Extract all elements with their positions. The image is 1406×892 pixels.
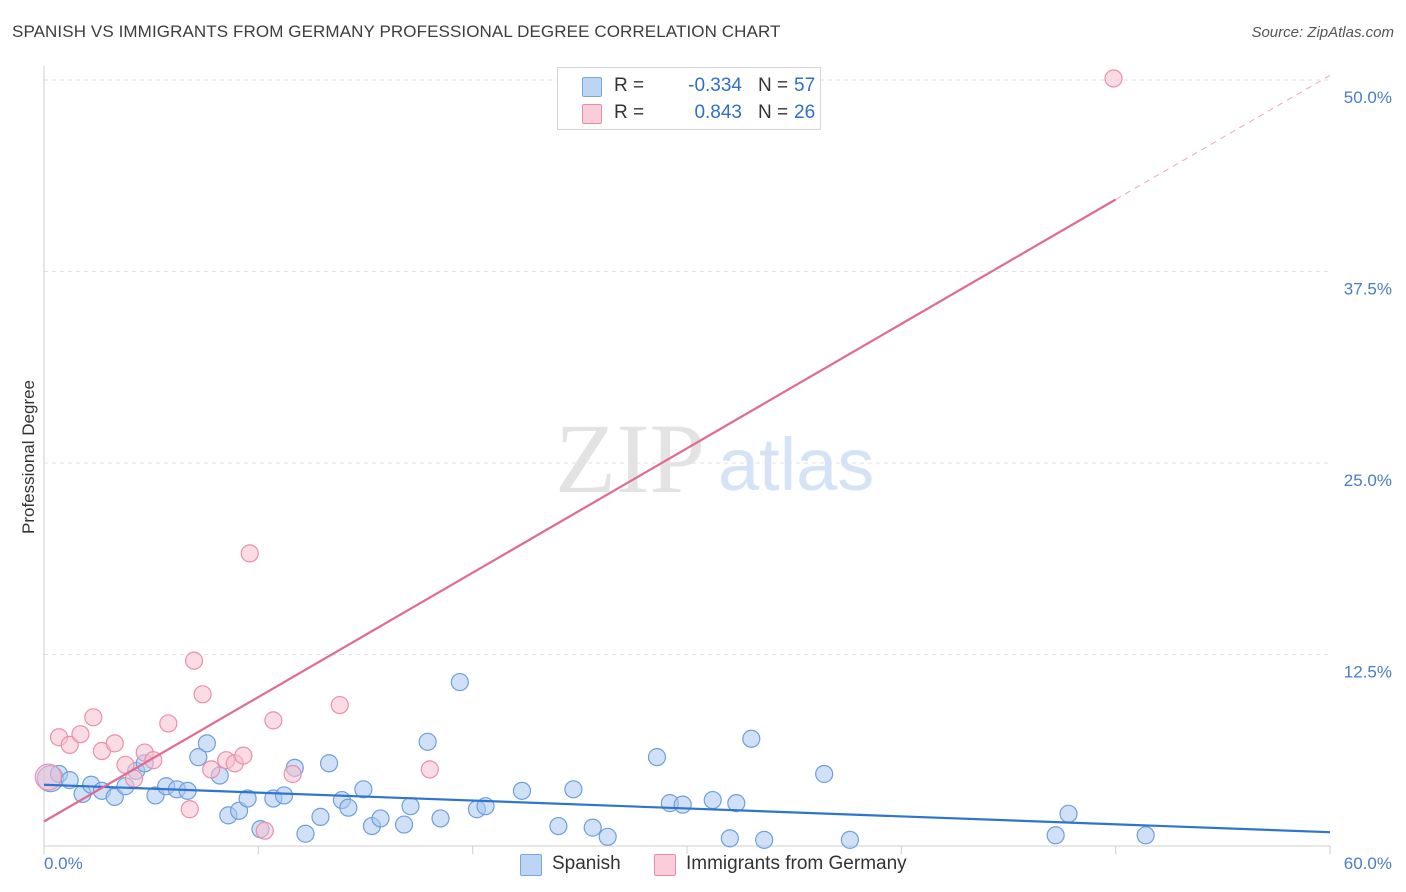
point-spanish <box>1136 826 1155 845</box>
point-spanish <box>647 748 667 767</box>
trend-line-germany <box>43 198 1117 823</box>
series-swatch-spanish <box>520 854 542 876</box>
trend-lines <box>43 74 1331 834</box>
point-spanish <box>238 789 257 808</box>
point-germany <box>71 725 90 744</box>
point-spanish <box>703 790 722 810</box>
point-spanish <box>815 764 834 784</box>
legend-r-value: -0.334 <box>688 75 742 96</box>
correlation-legend: R = -0.334 N = 57 R = 0.843 N = 26 <box>557 67 821 130</box>
point-spanish <box>311 807 330 826</box>
point-spanish <box>742 729 761 748</box>
point-spanish <box>371 809 390 828</box>
point-spanish <box>296 824 315 843</box>
data-points <box>34 69 1155 849</box>
point-spanish <box>720 829 739 848</box>
axes <box>43 66 1331 854</box>
y-tick-label: 12.5% <box>1344 663 1392 682</box>
point-spanish <box>274 786 294 805</box>
point-germany <box>84 708 103 727</box>
point-spanish <box>319 754 339 773</box>
point-germany <box>180 800 199 819</box>
point-germany <box>420 760 439 779</box>
point-spanish <box>755 830 774 849</box>
trend-extension-germany <box>1115 74 1331 200</box>
watermark-zip: ZIP <box>555 403 705 514</box>
point-germany <box>159 714 178 733</box>
point-spanish <box>401 797 420 816</box>
legend-r-label: R = <box>614 102 645 123</box>
y-axis-label: Professional Degree <box>19 380 38 534</box>
chart-title: SPANISH VS IMMIGRANTS FROM GERMANY PROFE… <box>12 22 781 41</box>
point-germany <box>60 735 79 754</box>
point-spanish <box>840 830 859 849</box>
y-tick-label: 25.0% <box>1344 471 1392 490</box>
legend-r-value: 0.843 <box>694 102 742 123</box>
point-spanish <box>354 780 373 799</box>
series-swatch-germany <box>654 854 676 876</box>
point-germany <box>264 711 283 730</box>
x-tick-label: 0.0% <box>44 854 83 873</box>
legend-r-label: R = <box>614 75 645 96</box>
point-germany <box>330 695 349 715</box>
watermark: ZIP atlas <box>555 403 874 514</box>
legend-n-label: N = <box>758 102 789 123</box>
point-germany <box>34 763 62 791</box>
series-label-spanish: Spanish <box>552 853 621 874</box>
source-credit: Source: ZipAtlas.com <box>1251 24 1394 41</box>
y-tick-label: 37.5% <box>1344 280 1392 299</box>
point-germany <box>202 760 221 779</box>
point-germany <box>193 685 212 704</box>
legend-n-value: 57 <box>794 75 816 96</box>
point-germany <box>255 821 274 840</box>
series-label-germany: Immigrants from Germany <box>686 853 907 874</box>
point-spanish <box>598 827 617 846</box>
legend-n-label: N = <box>758 75 789 96</box>
point-spanish <box>394 815 414 834</box>
point-spanish <box>512 781 532 800</box>
point-spanish <box>450 672 469 692</box>
point-germany <box>283 764 302 784</box>
point-spanish <box>564 780 583 799</box>
legend-n-value: 26 <box>794 102 816 123</box>
point-spanish <box>1059 804 1078 823</box>
point-spanish <box>727 794 746 813</box>
point-spanish <box>418 732 437 751</box>
gridlines <box>44 79 1330 655</box>
point-germany <box>1104 69 1123 88</box>
x-tick-label: 60.0% <box>1344 854 1392 873</box>
point-germany <box>234 746 253 765</box>
point-spanish <box>197 734 216 753</box>
point-germany <box>184 651 204 670</box>
point-spanish <box>105 787 124 807</box>
legend-swatch-germany <box>582 104 602 124</box>
point-spanish <box>189 748 208 767</box>
trend-line-spanish <box>43 783 1331 834</box>
y-tick-label: 50.0% <box>1344 88 1392 107</box>
legend-swatch-spanish <box>582 77 602 97</box>
point-spanish <box>673 795 692 814</box>
tick-labels: 12.5% 25.0% 37.5% 50.0% 0.0% 60.0% <box>44 88 1392 873</box>
point-germany <box>105 734 124 753</box>
point-spanish <box>1046 826 1065 845</box>
watermark-atlas: atlas <box>718 423 874 506</box>
point-spanish <box>431 809 450 828</box>
point-germany <box>240 544 259 563</box>
point-spanish <box>339 798 358 817</box>
point-spanish <box>549 816 568 836</box>
point-spanish <box>583 818 602 837</box>
